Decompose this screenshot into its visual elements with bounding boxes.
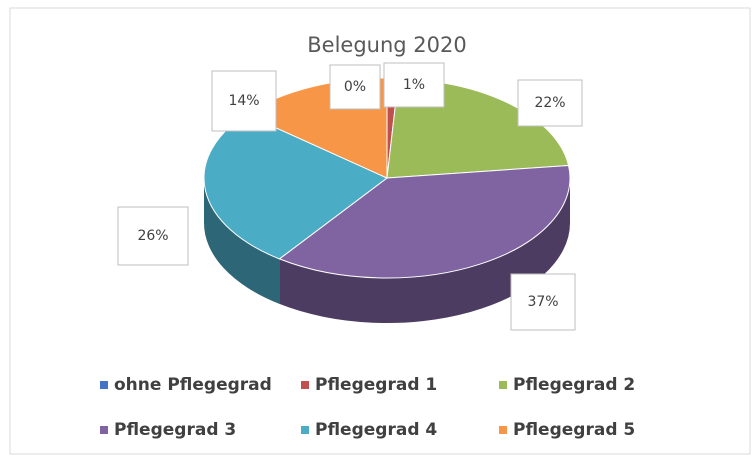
legend-swatch (499, 381, 507, 389)
legend-label: Pflegegrad 3 (114, 420, 236, 440)
data-label: 22% (534, 95, 565, 111)
legend-swatch (100, 426, 108, 434)
data-label: 26% (137, 228, 168, 244)
legend-label: ohne Pflegegrad (114, 375, 272, 395)
legend-swatch (499, 426, 507, 434)
data-label-box (383, 62, 445, 108)
chart-title: Belegung 2020 (307, 33, 466, 57)
data-label: 0% (344, 79, 366, 95)
data-label-box (211, 70, 277, 132)
data-label: 1% (403, 77, 425, 93)
legend-label: Pflegegrad 1 (315, 375, 437, 395)
legend-swatch (301, 381, 309, 389)
pie-slice (278, 164, 571, 279)
pie-side (204, 178, 280, 304)
data-label-box (510, 273, 576, 331)
data-label: 37% (527, 294, 558, 310)
data-label-box (329, 64, 381, 110)
legend-swatch (301, 426, 309, 434)
legend-swatch (100, 381, 108, 389)
data-label-box (517, 79, 583, 127)
data-label-box (117, 206, 189, 266)
legend-label: Pflegegrad 2 (513, 375, 635, 395)
legend-label: Pflegegrad 5 (513, 420, 635, 440)
data-label: 14% (228, 93, 259, 109)
pie-side (279, 178, 570, 323)
legend-label: Pflegegrad 4 (315, 420, 437, 440)
